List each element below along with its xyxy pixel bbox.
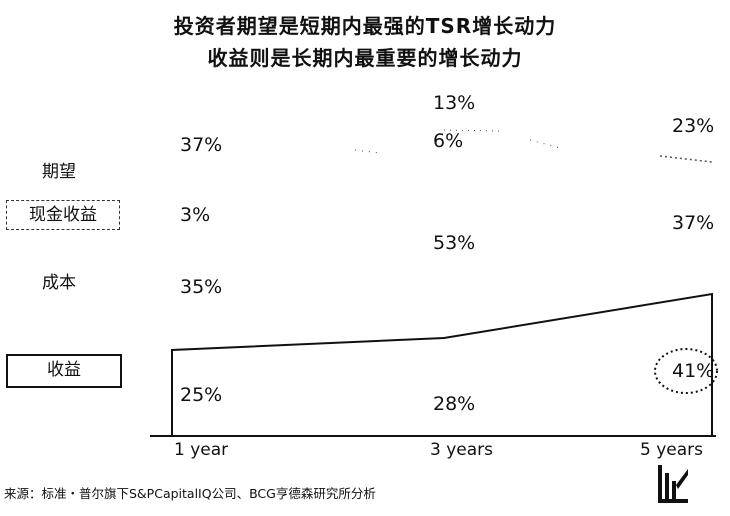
value-expectation-1y: 37% bbox=[180, 134, 223, 156]
legend-revenue: 收益 bbox=[6, 354, 122, 388]
chart-subtitle: 收益则是长期内最重要的增长动力 bbox=[207, 46, 523, 70]
expect-boundary-line bbox=[354, 149, 381, 154]
cash-boundary-line-far bbox=[659, 155, 713, 163]
x-tick-3y: 3 years bbox=[430, 440, 494, 460]
value-cash-5y: 23% bbox=[672, 115, 715, 137]
bcg-logo-icon bbox=[658, 465, 688, 503]
value-expectation-3y: 13% bbox=[433, 92, 476, 114]
value-cost-1y: 35% bbox=[180, 276, 223, 298]
value-cash-3y: 6% bbox=[433, 130, 464, 152]
legend-expectation: 期望 bbox=[42, 162, 76, 182]
value-revenue-3y: 28% bbox=[433, 393, 476, 415]
revenue-area-outline bbox=[171, 292, 713, 436]
value-revenue-5y: 41% bbox=[672, 360, 715, 382]
legend-cost: 成本 bbox=[42, 273, 76, 293]
value-cost-3y: 53% bbox=[433, 232, 476, 254]
value-cash-1y: 3% bbox=[180, 204, 211, 226]
highlight-ellipse bbox=[654, 348, 718, 394]
legend-cash-return: 现金收益 bbox=[6, 200, 120, 230]
value-cost-5y: 37% bbox=[672, 212, 715, 234]
cash-boundary-line-right bbox=[529, 139, 561, 149]
source-note: 来源：标准・普尔旗下S&PCapitalIQ公司、BCG亨德森研究所分析 bbox=[4, 486, 376, 501]
x-tick-1y: 1 year bbox=[174, 440, 229, 460]
chart-title: 投资者期望是短期内最强的TSR增长动力 bbox=[173, 14, 557, 38]
value-revenue-1y: 25% bbox=[180, 384, 223, 406]
x-tick-5y: 5 years bbox=[640, 440, 704, 460]
